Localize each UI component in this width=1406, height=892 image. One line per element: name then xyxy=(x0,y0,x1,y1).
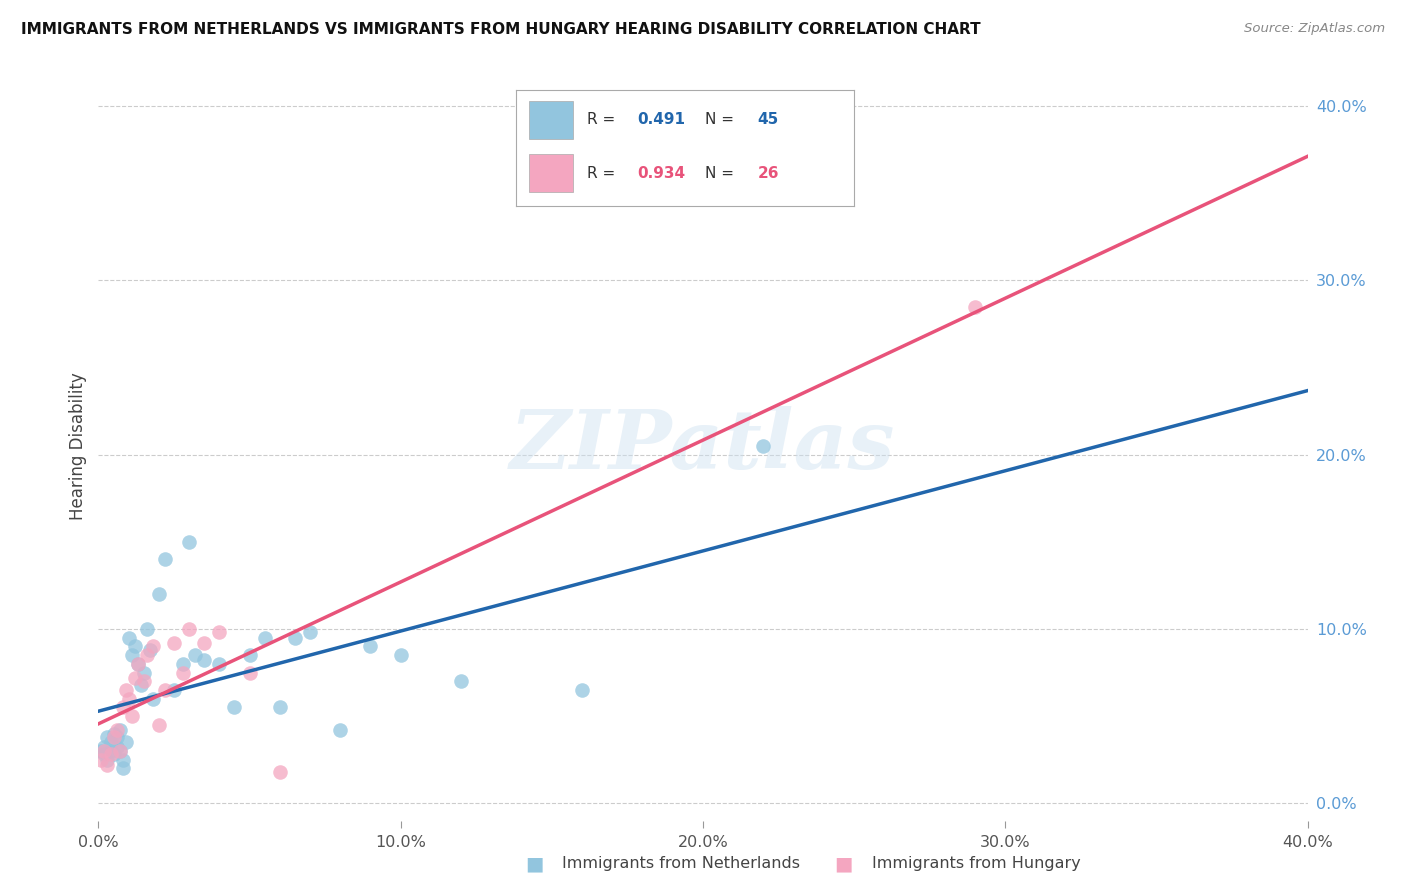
Point xyxy=(269,764,291,779)
Text: ■: ■ xyxy=(524,854,544,873)
Point xyxy=(118,691,141,706)
Point xyxy=(105,740,128,755)
Point xyxy=(114,735,136,749)
Point xyxy=(142,640,165,654)
Point xyxy=(105,730,128,744)
Point xyxy=(103,726,125,740)
Point xyxy=(132,665,155,680)
Point xyxy=(142,691,165,706)
Point xyxy=(172,657,194,671)
Point xyxy=(124,640,146,654)
Point xyxy=(127,657,149,671)
Point xyxy=(121,709,143,723)
Point xyxy=(450,674,472,689)
Point xyxy=(114,682,136,697)
Point xyxy=(172,665,194,680)
Point xyxy=(124,671,146,685)
Point xyxy=(153,552,176,566)
Point xyxy=(96,757,118,772)
Point xyxy=(329,723,352,737)
Point xyxy=(269,700,291,714)
Point xyxy=(389,648,412,662)
Point xyxy=(90,744,112,758)
Point xyxy=(179,622,201,636)
Point xyxy=(108,744,131,758)
Y-axis label: Hearing Disability: Hearing Disability xyxy=(69,372,87,520)
Point xyxy=(127,657,149,671)
Text: ■: ■ xyxy=(834,854,853,873)
Point xyxy=(96,730,118,744)
Point xyxy=(179,534,201,549)
Point xyxy=(93,740,115,755)
Point xyxy=(253,631,276,645)
Point xyxy=(111,761,134,775)
Point xyxy=(93,744,115,758)
Point xyxy=(208,625,231,640)
Point xyxy=(100,735,122,749)
Point xyxy=(184,648,207,662)
Point xyxy=(153,682,176,697)
Point xyxy=(100,747,122,762)
Point xyxy=(163,682,186,697)
Point xyxy=(129,678,152,692)
Point xyxy=(135,622,157,636)
Point xyxy=(163,636,186,650)
Point xyxy=(965,300,987,314)
Point xyxy=(108,744,131,758)
Point xyxy=(105,723,128,737)
Point xyxy=(96,753,118,767)
Point xyxy=(239,648,262,662)
Point xyxy=(148,587,170,601)
Point xyxy=(193,636,215,650)
Text: ZIPatlas: ZIPatlas xyxy=(510,406,896,486)
Point xyxy=(224,700,246,714)
Point xyxy=(111,700,134,714)
Point xyxy=(118,631,141,645)
Point xyxy=(193,653,215,667)
Point xyxy=(360,640,382,654)
Point xyxy=(132,674,155,689)
Point xyxy=(103,730,125,744)
Point xyxy=(108,723,131,737)
Point xyxy=(752,439,775,453)
Point xyxy=(100,744,122,758)
Text: Immigrants from Hungary: Immigrants from Hungary xyxy=(872,856,1080,871)
Point xyxy=(284,631,307,645)
Point xyxy=(571,682,593,697)
Text: IMMIGRANTS FROM NETHERLANDS VS IMMIGRANTS FROM HUNGARY HEARING DISABILITY CORREL: IMMIGRANTS FROM NETHERLANDS VS IMMIGRANT… xyxy=(21,22,981,37)
Text: Source: ZipAtlas.com: Source: ZipAtlas.com xyxy=(1244,22,1385,36)
Point xyxy=(93,747,115,762)
Point xyxy=(208,657,231,671)
Point xyxy=(148,718,170,732)
Point xyxy=(90,753,112,767)
Point xyxy=(139,643,162,657)
Point xyxy=(121,648,143,662)
Point xyxy=(135,648,157,662)
Point xyxy=(299,625,322,640)
Point xyxy=(103,747,125,762)
Point xyxy=(239,665,262,680)
Point xyxy=(111,753,134,767)
Text: Immigrants from Netherlands: Immigrants from Netherlands xyxy=(562,856,800,871)
